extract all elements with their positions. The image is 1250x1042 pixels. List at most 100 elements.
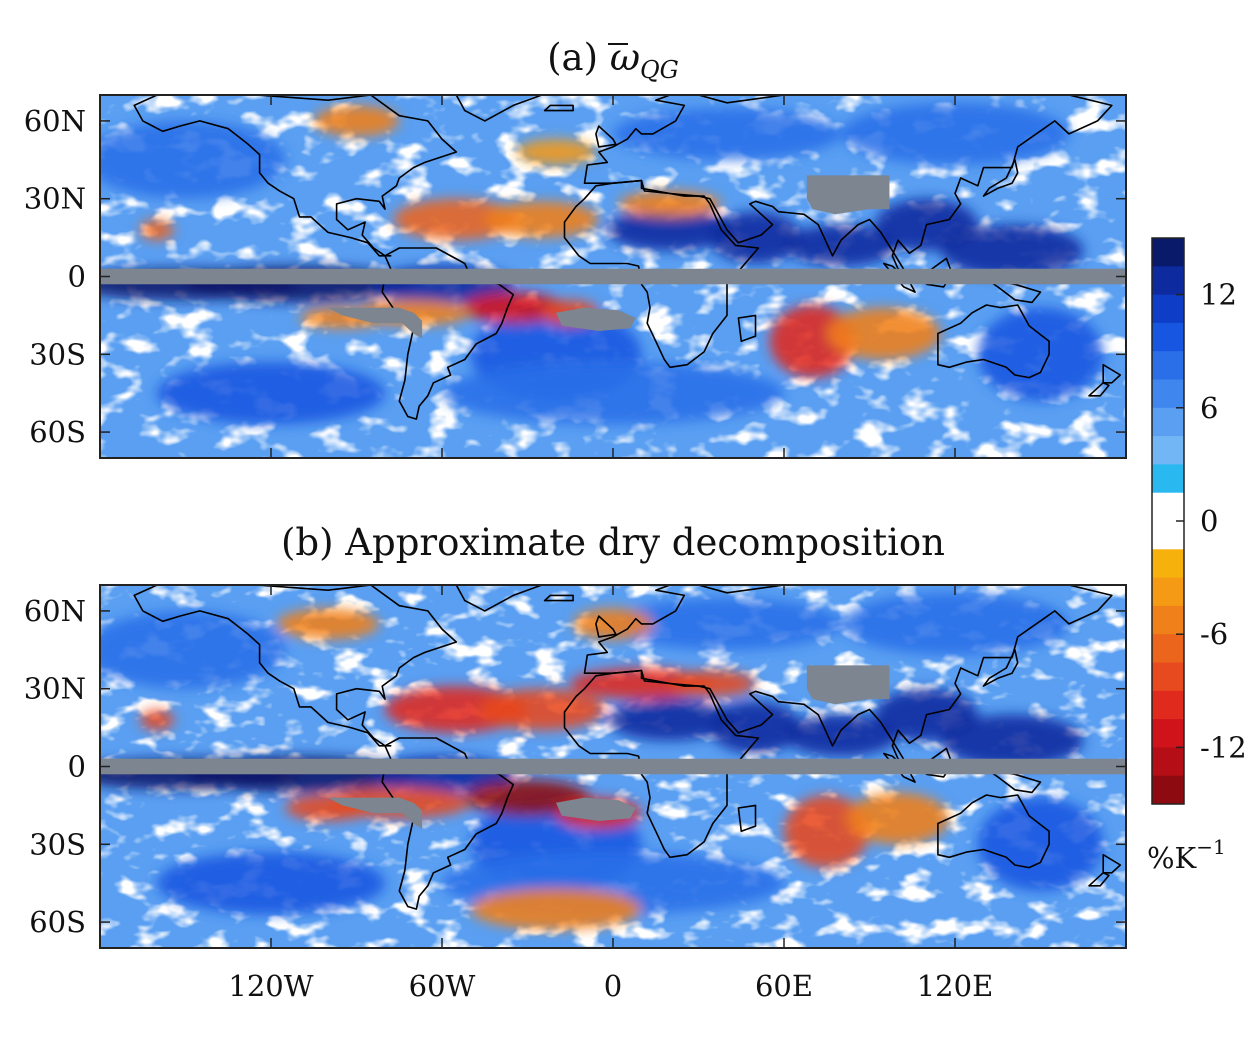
coastline bbox=[982, 159, 1019, 197]
colorbar-swatch bbox=[1152, 407, 1184, 437]
lat-tick-label: 30N bbox=[24, 182, 86, 216]
tibet-mask bbox=[806, 175, 890, 215]
anomaly-region bbox=[573, 608, 653, 640]
coastline bbox=[595, 615, 617, 638]
colorbar-swatch bbox=[1152, 605, 1184, 635]
lat-tick-label: 0 bbox=[68, 750, 86, 784]
coastline bbox=[937, 794, 1050, 869]
andes-mask bbox=[328, 307, 423, 339]
colorbar-swatch bbox=[1152, 690, 1184, 720]
coastline bbox=[1088, 382, 1110, 397]
coastline bbox=[133, 95, 458, 257]
colorbar-tick-label: 0 bbox=[1200, 504, 1218, 538]
colorbar-swatch bbox=[1152, 238, 1184, 267]
anomaly-region bbox=[139, 709, 175, 731]
anomaly-region bbox=[826, 307, 941, 360]
anomaly-region bbox=[157, 852, 385, 915]
lat-tick-label: 0 bbox=[68, 260, 86, 294]
anomaly-region bbox=[484, 201, 599, 238]
coastline bbox=[563, 179, 760, 369]
anomaly-region bbox=[784, 224, 898, 267]
lat-tick-label: 30S bbox=[29, 337, 86, 371]
lon-tick-label: 0 bbox=[604, 969, 622, 1003]
lat-tick-label: 60S bbox=[29, 415, 86, 449]
lon-tick-label: 120E bbox=[917, 969, 994, 1003]
coastline bbox=[455, 95, 545, 122]
colorbar-swatch bbox=[1152, 747, 1184, 777]
coastline bbox=[133, 585, 458, 747]
anomaly-region bbox=[313, 105, 400, 137]
lon-tick-label: 120W bbox=[228, 969, 313, 1003]
colorbar-tick-label: 6 bbox=[1200, 391, 1218, 425]
equator-mask bbox=[100, 758, 1126, 775]
anomaly-region bbox=[470, 888, 642, 930]
colorbar-swatch bbox=[1152, 549, 1184, 579]
anomaly-region bbox=[479, 688, 605, 731]
coastline bbox=[1088, 872, 1110, 887]
colorbar-tick-label: -6 bbox=[1200, 617, 1228, 651]
colorbar-swatch bbox=[1152, 379, 1184, 409]
anomaly-region bbox=[607, 699, 733, 741]
anomaly-region bbox=[977, 797, 1104, 891]
lat-tick-label: 30S bbox=[29, 827, 86, 861]
coastline bbox=[595, 125, 617, 148]
lat-tick-label: 60N bbox=[24, 104, 86, 138]
coastline bbox=[937, 304, 1050, 379]
anomaly-region bbox=[393, 198, 519, 241]
anomaly-region bbox=[276, 608, 380, 640]
coastline bbox=[543, 104, 574, 112]
coastline bbox=[985, 768, 1042, 794]
panel-b-title: (b) Approximate dry decomposition bbox=[281, 521, 945, 564]
anomaly-region bbox=[157, 362, 385, 425]
panel-b: (b) Approximate dry decomposition 60N 30N… bbox=[24, 521, 1127, 1003]
colorbar-swatch bbox=[1152, 436, 1184, 465]
anomaly-region bbox=[613, 107, 841, 160]
coastline bbox=[583, 585, 1113, 765]
coastline bbox=[455, 585, 545, 612]
anomaly-region bbox=[670, 670, 756, 697]
anomaly-region bbox=[613, 597, 841, 650]
anomaly-region bbox=[461, 292, 565, 324]
colorbar-unit: %K−1 bbox=[1147, 835, 1226, 875]
coastline bbox=[1102, 363, 1122, 384]
colorbar-tick-label: -12 bbox=[1200, 730, 1247, 764]
coastline bbox=[543, 594, 574, 602]
colorbar-swatch bbox=[1152, 775, 1184, 805]
colorbar-swatch bbox=[1152, 634, 1184, 663]
panel-a-map-field bbox=[100, 95, 1126, 458]
colorbar-swatch bbox=[1152, 662, 1184, 692]
lat-tick-label: 60N bbox=[24, 594, 86, 628]
coastline bbox=[1102, 853, 1122, 874]
anomaly-region bbox=[846, 792, 950, 845]
lon-tick-label: 60E bbox=[755, 969, 813, 1003]
anomaly-region bbox=[100, 610, 286, 689]
colorbar-swatch bbox=[1152, 322, 1184, 352]
anomaly-region bbox=[139, 219, 175, 241]
south-africa-mask bbox=[556, 797, 636, 821]
anomaly-region bbox=[570, 667, 713, 700]
anomaly-region bbox=[841, 102, 1069, 166]
anomaly-region bbox=[607, 209, 733, 251]
colorbar-swatch bbox=[1152, 577, 1184, 607]
coastline bbox=[985, 278, 1042, 304]
colorbar: 12 6 0 -6 -12 %K−1 bbox=[1147, 237, 1247, 875]
coastline bbox=[737, 314, 757, 343]
lat-tick-label: 30N bbox=[24, 672, 86, 706]
andes-mask bbox=[328, 797, 423, 829]
anomaly-region bbox=[940, 224, 1084, 277]
anomaly-region bbox=[100, 120, 286, 199]
colorbar-swatch bbox=[1152, 266, 1184, 296]
colorbar-swatch bbox=[1152, 464, 1184, 494]
anomaly-region bbox=[841, 592, 1069, 656]
panel-b-map-field bbox=[100, 585, 1126, 948]
coastline bbox=[982, 649, 1019, 687]
colorbar-swatch bbox=[1152, 294, 1184, 324]
anomaly-region bbox=[977, 307, 1104, 401]
south-africa-mask bbox=[556, 307, 636, 331]
anomaly-region bbox=[618, 190, 722, 217]
coastline bbox=[583, 95, 1113, 275]
colorbar-tick-label: 12 bbox=[1200, 278, 1237, 312]
equator-mask bbox=[100, 268, 1126, 285]
